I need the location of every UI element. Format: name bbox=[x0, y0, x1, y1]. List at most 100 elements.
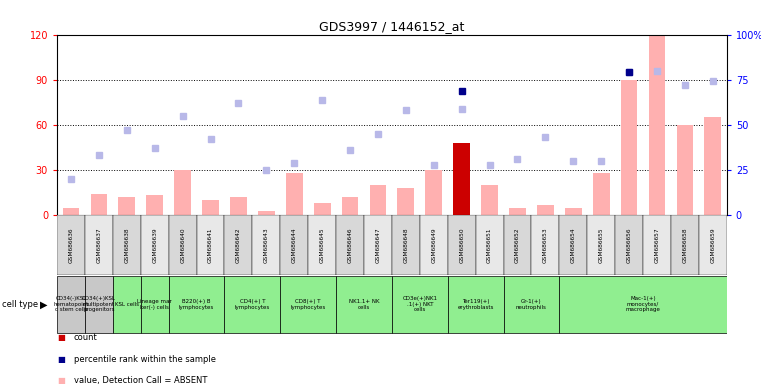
Text: GSM686657: GSM686657 bbox=[654, 227, 660, 263]
Bar bbox=[559, 215, 587, 275]
Bar bbox=[364, 215, 392, 275]
Bar bbox=[420, 215, 447, 275]
Text: GSM686647: GSM686647 bbox=[375, 227, 380, 263]
Text: Ter119(+)
erythroblasts: Ter119(+) erythroblasts bbox=[457, 299, 494, 310]
Text: GSM686658: GSM686658 bbox=[683, 227, 687, 263]
Bar bbox=[224, 215, 253, 275]
Text: GSM686652: GSM686652 bbox=[515, 227, 520, 263]
Text: GSM686655: GSM686655 bbox=[599, 227, 603, 263]
Text: CD34(-)KSL
hematopoiet
c stem cells: CD34(-)KSL hematopoiet c stem cells bbox=[53, 296, 88, 312]
Text: GSM686659: GSM686659 bbox=[710, 227, 715, 263]
Text: cell type: cell type bbox=[2, 300, 37, 309]
Bar bbox=[397, 188, 414, 215]
Bar bbox=[253, 215, 280, 275]
Bar bbox=[370, 185, 387, 215]
Bar bbox=[146, 195, 163, 215]
Bar bbox=[119, 197, 135, 215]
Bar bbox=[593, 173, 610, 215]
Bar bbox=[196, 215, 224, 275]
Bar bbox=[559, 276, 727, 333]
Text: GSM686648: GSM686648 bbox=[403, 227, 409, 263]
Bar bbox=[280, 215, 308, 275]
Bar bbox=[113, 215, 141, 275]
Bar bbox=[336, 276, 392, 333]
Bar bbox=[447, 215, 476, 275]
Bar bbox=[57, 215, 85, 275]
Text: ■: ■ bbox=[57, 354, 65, 364]
Text: GSM686656: GSM686656 bbox=[626, 227, 632, 263]
Bar bbox=[174, 170, 191, 215]
Bar bbox=[531, 215, 559, 275]
Text: GSM686649: GSM686649 bbox=[431, 227, 436, 263]
Bar bbox=[85, 276, 113, 333]
Text: ■: ■ bbox=[57, 376, 65, 384]
Bar bbox=[280, 276, 336, 333]
Text: GSM686644: GSM686644 bbox=[291, 227, 297, 263]
Title: GDS3997 / 1446152_at: GDS3997 / 1446152_at bbox=[319, 20, 465, 33]
Text: count: count bbox=[74, 333, 97, 343]
Text: CD34(+)KSL
multipotent
progenitors: CD34(+)KSL multipotent progenitors bbox=[82, 296, 116, 312]
Text: GSM686636: GSM686636 bbox=[68, 227, 74, 263]
Text: percentile rank within the sample: percentile rank within the sample bbox=[74, 354, 216, 364]
Text: GSM686640: GSM686640 bbox=[180, 227, 185, 263]
Bar bbox=[509, 207, 526, 215]
Text: GSM686643: GSM686643 bbox=[264, 227, 269, 263]
Text: GSM686638: GSM686638 bbox=[124, 227, 129, 263]
Text: Mac-1(+)
monocytes/
macrophage: Mac-1(+) monocytes/ macrophage bbox=[626, 296, 661, 312]
Text: GSM686651: GSM686651 bbox=[487, 227, 492, 263]
Bar bbox=[141, 276, 169, 333]
Bar bbox=[113, 276, 141, 333]
Text: value, Detection Call = ABSENT: value, Detection Call = ABSENT bbox=[74, 376, 207, 384]
Text: GSM686646: GSM686646 bbox=[348, 227, 352, 263]
Bar bbox=[258, 210, 275, 215]
Bar bbox=[677, 125, 693, 215]
Bar bbox=[537, 205, 554, 215]
Text: B220(+) B
lymphocytes: B220(+) B lymphocytes bbox=[179, 299, 214, 310]
Text: GSM686642: GSM686642 bbox=[236, 227, 241, 263]
Text: Gr-1(+)
neutrophils: Gr-1(+) neutrophils bbox=[516, 299, 547, 310]
Bar bbox=[336, 215, 364, 275]
Bar bbox=[224, 276, 280, 333]
Bar bbox=[230, 197, 247, 215]
Bar bbox=[62, 207, 79, 215]
Text: GSM686641: GSM686641 bbox=[208, 227, 213, 263]
Bar bbox=[286, 173, 303, 215]
Bar bbox=[454, 143, 470, 215]
Bar bbox=[392, 215, 420, 275]
Bar bbox=[671, 215, 699, 275]
Text: GSM686654: GSM686654 bbox=[571, 227, 576, 263]
Text: ▶: ▶ bbox=[40, 299, 48, 310]
Text: GSM686637: GSM686637 bbox=[97, 227, 101, 263]
Bar bbox=[91, 194, 107, 215]
Bar bbox=[643, 215, 671, 275]
Bar bbox=[425, 170, 442, 215]
Text: GSM686639: GSM686639 bbox=[152, 227, 158, 263]
Bar bbox=[476, 215, 504, 275]
Text: CD3e(+)NK1
.1(+) NKT
cells: CD3e(+)NK1 .1(+) NKT cells bbox=[403, 296, 438, 312]
Bar bbox=[57, 276, 85, 333]
Text: CD8(+) T
lymphocytes: CD8(+) T lymphocytes bbox=[291, 299, 326, 310]
Bar bbox=[481, 185, 498, 215]
Bar bbox=[141, 215, 169, 275]
Bar bbox=[342, 197, 358, 215]
Bar bbox=[392, 276, 447, 333]
Text: ■: ■ bbox=[57, 333, 65, 343]
Bar bbox=[621, 80, 638, 215]
Bar bbox=[615, 215, 643, 275]
Bar bbox=[169, 215, 196, 275]
Text: GSM686653: GSM686653 bbox=[543, 227, 548, 263]
Text: GSM686645: GSM686645 bbox=[320, 227, 325, 263]
Bar bbox=[308, 215, 336, 275]
Bar bbox=[314, 203, 330, 215]
Text: NK1.1+ NK
cells: NK1.1+ NK cells bbox=[349, 299, 379, 310]
Bar bbox=[504, 276, 559, 333]
Bar bbox=[447, 276, 504, 333]
Bar bbox=[169, 276, 224, 333]
Text: KSL cells: KSL cells bbox=[115, 302, 139, 307]
Bar bbox=[565, 207, 581, 215]
Bar bbox=[587, 215, 615, 275]
Bar bbox=[504, 215, 531, 275]
Text: CD4(+) T
lymphocytes: CD4(+) T lymphocytes bbox=[235, 299, 270, 310]
Bar bbox=[705, 117, 721, 215]
Text: GSM686650: GSM686650 bbox=[459, 227, 464, 263]
